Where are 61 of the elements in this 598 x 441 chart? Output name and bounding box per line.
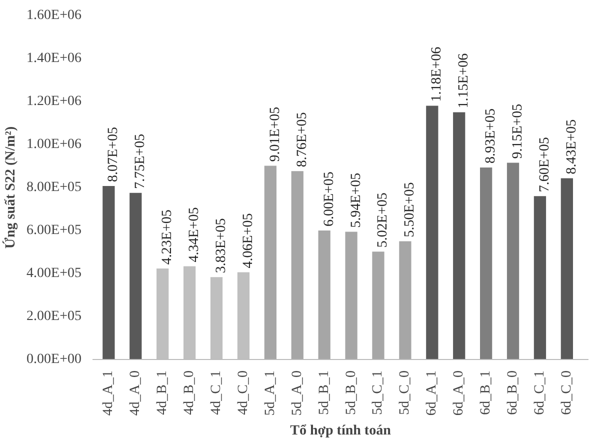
x-tick-label: 4d_C_1 [209, 370, 224, 415]
bar [480, 168, 492, 360]
x-tick-label: 4d_C_0 [236, 370, 251, 415]
data-label: 8.07E+05 [106, 127, 122, 182]
y-tick-label: 6.00E+05 [26, 223, 82, 238]
y-tick-label: 1.00E+06 [26, 137, 82, 152]
data-label: 1.15E+06 [456, 53, 472, 108]
data-label: 5.02E+05 [376, 192, 391, 248]
x-tick-label: 5d_B_0 [344, 370, 359, 415]
bar [318, 230, 330, 360]
bar [399, 241, 412, 360]
data-label: 7.60E+05 [537, 137, 552, 192]
y-tick-label: 1.60E+06 [26, 8, 82, 23]
y-tick-label: 8.00E+05 [26, 180, 82, 195]
data-label: 8.43E+05 [564, 119, 580, 174]
data-label: 6.00E+05 [322, 172, 337, 226]
data-label: 4.23E+05 [160, 210, 176, 265]
bar [130, 192, 142, 360]
y-tick-label: 1.20E+06 [26, 94, 82, 109]
x-axis-title: Tổ hợp tính toán [290, 424, 392, 439]
data-label: 4.06E+05 [240, 213, 256, 268]
data-label: 4.34E+05 [187, 207, 202, 262]
bar [345, 232, 358, 360]
bar [453, 112, 466, 360]
bar [372, 252, 384, 360]
data-label: 1.18E+06 [430, 46, 445, 102]
y-tick-label: 1.40E+06 [26, 51, 82, 66]
x-tick-label: 6d_B_1 [478, 370, 494, 415]
x-tick-label: 5d_C_1 [370, 370, 386, 415]
bar [264, 166, 276, 360]
data-label: 7.75E+05 [133, 134, 148, 189]
x-tick-label: 4d_A_0 [128, 370, 144, 416]
x-tick-label: 6d_A_1 [424, 370, 440, 416]
data-label: 5.50E+05 [402, 182, 418, 238]
x-tick-label: 5d_C_0 [398, 370, 413, 415]
bar [426, 106, 438, 360]
data-label: 3.83E+05 [214, 218, 229, 274]
bar [102, 186, 115, 360]
data-label: 8.93E+05 [484, 108, 499, 164]
y-axis-title: Ứng suất S22 (N/m²) [2, 126, 19, 249]
x-tick-label: 5d_A_0 [290, 370, 305, 416]
data-label: 8.76E+05 [294, 112, 310, 168]
x-tick-label: 5d_B_1 [316, 370, 332, 415]
y-tick-label: 2.00E+05 [26, 309, 82, 324]
x-tick-label: 4d_B_1 [155, 370, 170, 415]
y-tick-label: 4.00E+05 [26, 266, 82, 281]
x-tick-label: 6d_A_0 [452, 370, 467, 416]
x-tick-label: 6d_C_0 [559, 370, 574, 415]
data-label: 9.15E+05 [510, 104, 526, 159]
data-label: 5.94E+05 [348, 172, 364, 228]
bar [506, 162, 520, 360]
x-tick-label: 4d_B_0 [182, 370, 198, 415]
x-tick-label: 6d_C_1 [532, 370, 548, 415]
bar [560, 178, 573, 360]
x-tick-label: 5d_A_1 [262, 370, 278, 416]
bar [291, 171, 304, 360]
bar [534, 196, 546, 360]
data-label: 9.01E+05 [268, 106, 283, 162]
x-tick-label: 4d_A_1 [101, 370, 116, 416]
y-tick-label: 0.00E+00 [26, 352, 82, 367]
x-tick-label: 6d_B_0 [506, 370, 521, 415]
